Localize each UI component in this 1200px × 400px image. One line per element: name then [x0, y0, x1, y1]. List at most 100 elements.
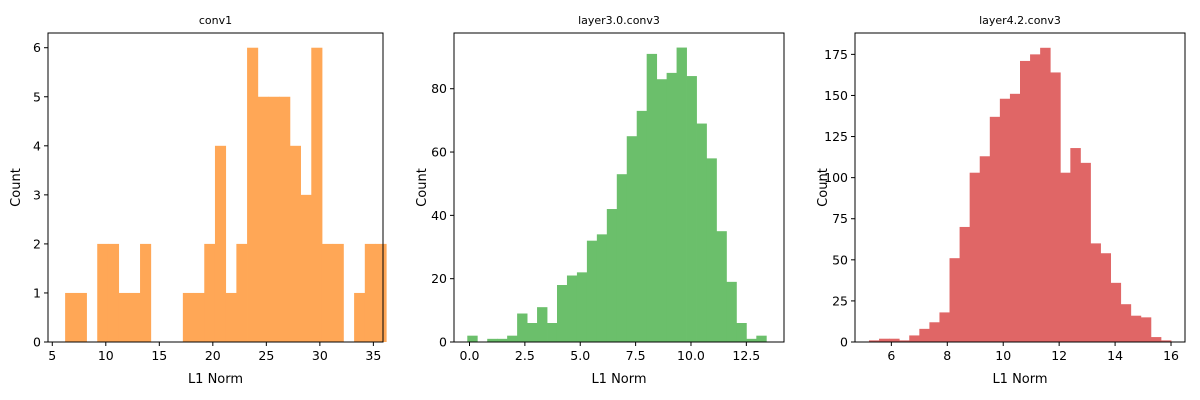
- y-tick-label: 6: [33, 40, 41, 55]
- histogram-bar: [487, 338, 498, 342]
- histogram-bar: [537, 307, 548, 342]
- x-tick-label: 12: [1051, 348, 1067, 363]
- histogram-bar: [686, 76, 697, 342]
- x-tick-label: 35: [365, 348, 381, 363]
- histogram-bar: [364, 243, 376, 342]
- histogram-bar: [97, 243, 109, 342]
- histogram-bar: [626, 136, 638, 342]
- histogram-bar: [576, 272, 588, 342]
- histogram-bar: [517, 313, 528, 342]
- y-tick-label: 40: [431, 208, 447, 223]
- chart-title: conv1: [199, 14, 232, 27]
- histogram-bar: [1120, 304, 1132, 342]
- histogram-bar: [193, 292, 205, 342]
- y-tick-label: 50: [832, 252, 848, 267]
- x-tick-label: 6: [887, 348, 895, 363]
- histogram-bar: [879, 338, 890, 342]
- histogram-bar: [182, 292, 194, 342]
- y-tick-label: 125: [824, 129, 848, 144]
- histogram-bar: [129, 292, 141, 342]
- x-tick-label: 15: [151, 348, 167, 363]
- histogram-bar: [257, 96, 269, 342]
- x-tick-label: 14: [1107, 348, 1123, 363]
- y-tick-label: 0: [840, 335, 848, 350]
- histogram-bar: [999, 98, 1011, 343]
- y-tick-label: 20: [431, 271, 447, 286]
- y-tick-label: 3: [33, 187, 41, 202]
- histogram-bar: [225, 292, 237, 342]
- x-tick-label: 2.5: [515, 348, 535, 363]
- histogram-bar: [939, 312, 950, 342]
- x-tick-label: 12.5: [732, 348, 760, 363]
- histogram-bar: [140, 243, 152, 342]
- histogram-bar: [1130, 315, 1142, 342]
- histogram-bar: [354, 292, 366, 342]
- histogram-bar: [1070, 148, 1081, 342]
- histogram-bar: [1100, 253, 1112, 342]
- histogram-bar: [1140, 317, 1152, 342]
- histogram-bar: [616, 174, 628, 342]
- x-tick-label: 16: [1163, 348, 1179, 363]
- histogram-bar: [375, 243, 387, 342]
- y-tick-label: 175: [824, 47, 848, 62]
- chart-title: layer3.0.conv3: [578, 14, 660, 27]
- y-tick-label: 2: [33, 236, 41, 251]
- histogram-bar: [118, 292, 130, 342]
- histogram-bar: [332, 243, 344, 342]
- x-tick-label: 5.0: [570, 348, 590, 363]
- x-tick-label: 8: [943, 348, 951, 363]
- y-tick-label: 150: [824, 88, 848, 103]
- y-tick-label: 25: [832, 293, 848, 308]
- histogram-bar: [268, 96, 280, 342]
- histogram-bar: [716, 231, 727, 342]
- y-tick-label: 100: [824, 170, 848, 185]
- x-tick-label: 7.5: [626, 348, 646, 363]
- x-tick-label: 5: [48, 348, 56, 363]
- histogram-bar: [236, 243, 248, 342]
- y-tick-label: 5: [33, 89, 41, 104]
- histogram-bar: [636, 110, 648, 342]
- histogram-bar: [868, 340, 880, 342]
- histogram-bar: [696, 123, 707, 342]
- y-tick-label: 80: [431, 81, 447, 96]
- histogram-bar: [989, 116, 1001, 342]
- chart-panel-1: 5 10 15 20 25 30 35 0 1 2 3 4 5 6 conv1 L1 Norm Count: [9, 14, 387, 387]
- histogram-bar: [1030, 54, 1041, 343]
- x-tick-label: 0.0: [460, 348, 480, 363]
- histogram-bar: [909, 335, 920, 342]
- histogram-bar: [919, 328, 930, 342]
- histogram-bar: [726, 281, 737, 342]
- histogram-bar: [1040, 47, 1051, 342]
- histogram-bar: [1090, 243, 1101, 342]
- histogram-bar: [1009, 93, 1021, 342]
- x-axis-label: L1 Norm: [591, 372, 646, 387]
- histogram-bar: [929, 322, 940, 342]
- histogram-bar: [959, 226, 971, 342]
- histogram-bar: [676, 47, 687, 343]
- x-tick-label: 25: [258, 348, 274, 363]
- y-tick-label: 4: [33, 138, 41, 153]
- chart-panel-3: 6 8 10 12 14 16 0 25 50 75 100 125 150 175 layer4.2.co…: [816, 14, 1186, 387]
- histogram-bar: [467, 335, 478, 342]
- axes-frame: [47, 32, 384, 343]
- histogram-bar: [65, 292, 77, 342]
- histogram-bar: [656, 79, 668, 342]
- x-axis-label: L1 Norm: [188, 372, 243, 387]
- histogram-bar: [899, 340, 910, 342]
- y-axis-label: Count: [816, 168, 831, 207]
- histogram-bar: [204, 243, 216, 342]
- histogram-bar: [566, 275, 578, 342]
- axes-frame: [854, 32, 1186, 343]
- y-axis-label: Count: [415, 168, 430, 207]
- histogram-bar: [666, 72, 677, 342]
- histogram-bar: [289, 145, 301, 342]
- x-tick-label: 10.0: [677, 348, 705, 363]
- histogram-bar: [606, 209, 618, 342]
- histogram-bar: [279, 96, 291, 342]
- histogram-bar: [586, 240, 598, 342]
- histogram-bar: [969, 172, 981, 342]
- y-tick-label: 0: [33, 335, 41, 350]
- histogram-bar: [527, 323, 538, 342]
- x-tick-label: 10: [995, 348, 1011, 363]
- y-axis-label: Count: [9, 168, 24, 207]
